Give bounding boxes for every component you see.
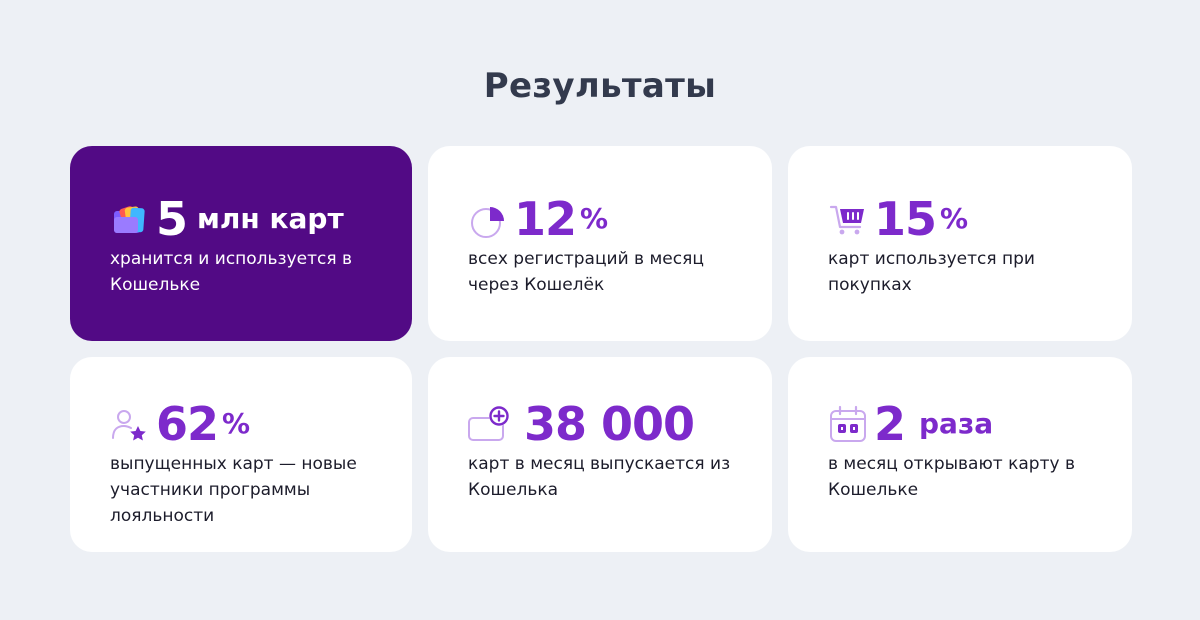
card-headline: 2 раза [828,395,1104,453]
result-card-opens: 2 раза в месяц открывают карту в Кошельк… [788,357,1132,552]
result-card-cards-stored: 5 млн карт хранится и используется в Кош… [70,146,412,341]
stat-value: 38 000 [524,397,695,451]
stat-unit: млн карт [197,202,344,235]
stat-value: 12 [514,192,577,246]
card-headline: 38 000 [468,395,744,453]
card-headline: 5 млн карт [110,190,384,248]
stat-description: всех регистраций в месяц через Кошелёк [468,249,704,295]
result-card-new-members: 62 % выпущенных карт — новые участники п… [70,357,412,552]
stat-description: выпущенных карт — новые участники програ… [110,454,357,526]
shopping-cart-icon [828,199,868,239]
wallet-cards-icon [110,199,150,239]
stat-value: 2 [874,397,906,451]
stat-unit: % [222,407,251,440]
stat-unit: % [580,202,609,235]
page-title: Результаты [483,66,717,106]
stat-value: 62 [156,397,219,451]
stat-value: 15 [874,192,937,246]
stat-description: карт в месяц выпускается из Кошелька [468,454,731,500]
card-headline: 62 % [110,395,384,453]
results-grid: 5 млн карт хранится и используется в Кош… [70,146,1132,552]
stat-description: хранится и используется в Кошельке [110,249,353,295]
stat-description: в месяц открывают карту в Кошельке [828,454,1075,500]
calendar-icon [828,404,868,444]
card-headline: 15 % [828,190,1104,248]
result-card-issued: 38 000 карт в месяц выпускается из Кошел… [428,357,772,552]
add-card-icon [468,404,518,444]
new-user-star-icon [110,404,150,444]
stat-description: карт используется при покупках [828,249,1035,295]
stat-unit: % [940,202,969,235]
result-card-purchases: 15 % карт используется при покупках [788,146,1132,341]
card-headline: 12 % [468,190,744,248]
stat-value: 5 [156,192,188,246]
stat-unit: раза [919,407,994,440]
result-card-registrations: 12 % всех регистраций в месяц через Коше… [428,146,772,341]
pie-chart-icon [468,199,508,239]
